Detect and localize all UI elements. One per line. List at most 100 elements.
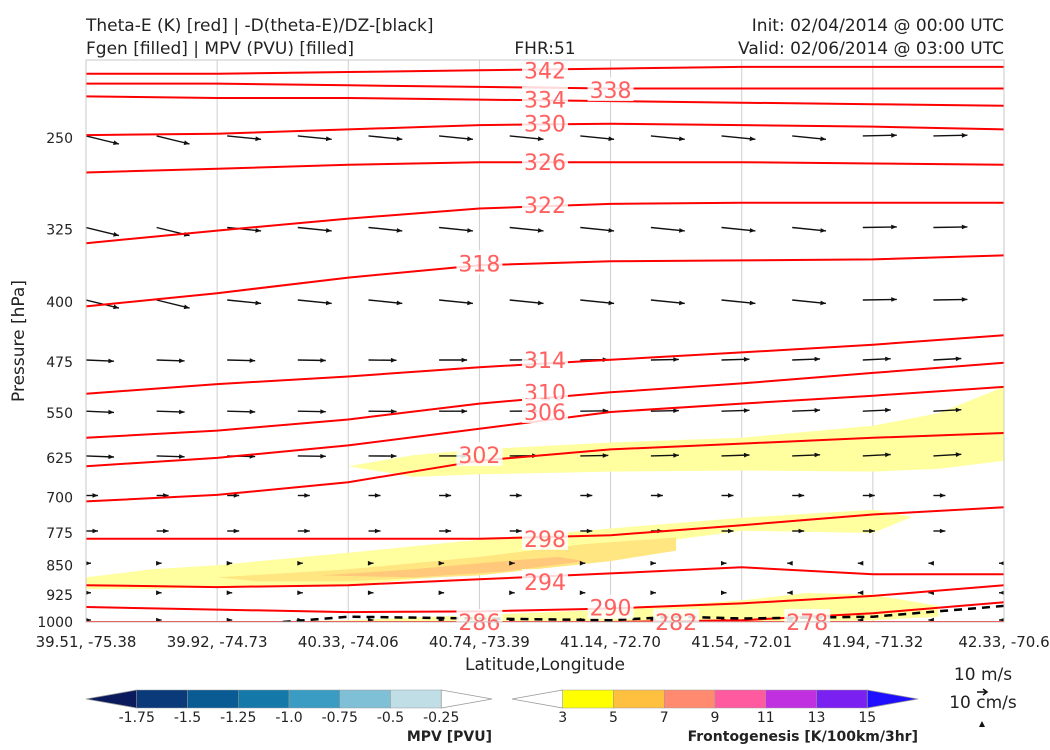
colorbar-cell — [339, 689, 391, 709]
wind-arrow — [857, 617, 864, 622]
svg-text:314: 314 — [524, 349, 566, 374]
colorbar-tick-label: 13 — [808, 710, 826, 726]
wind-arrow — [156, 617, 162, 622]
wind-arrow — [933, 452, 962, 457]
wind-arrow — [156, 135, 190, 145]
colorbar-cell — [613, 689, 665, 709]
theta-e-label: 294 — [522, 569, 568, 596]
wind-arrow — [368, 493, 381, 498]
svg-text:302: 302 — [458, 444, 500, 469]
mpv-colorbar-label: MPV [PVU] — [407, 729, 492, 745]
wind-arrow — [438, 560, 445, 566]
wind-arrow — [933, 133, 968, 138]
wind-arrow — [862, 224, 897, 230]
wind-arrow — [721, 452, 750, 458]
colorbar-tick-label: -0.25 — [423, 710, 459, 726]
x-tick-label: 41.94, -71.32 — [822, 633, 923, 651]
svg-text:322: 322 — [524, 194, 566, 219]
wind-arrow — [156, 409, 185, 415]
mpv-colorbar: -1.75 -1.5 -1.25 -1.0 -0.75 -0.5 -0.25 — [85, 689, 493, 726]
wind-arrow — [509, 590, 515, 596]
colorbar-tick-label: 15 — [858, 710, 876, 726]
wind-arrow — [297, 528, 310, 534]
wind-arrow — [928, 560, 934, 566]
wind-arrow — [439, 493, 452, 498]
header-init: Init: 02/04/2014 @ 00:00 UTC — [752, 16, 1004, 36]
theta-e-label-layer: 3423383343303263223183143103063022982942… — [456, 57, 831, 636]
wind-arrow — [227, 299, 262, 306]
header-fhr: FHR:51 — [514, 39, 575, 59]
wind-arrow — [86, 590, 91, 595]
wind-arrow — [721, 590, 727, 596]
header-left-line1: Theta-E (K) [red] | -D(theta-E)/DZ-[blac… — [85, 16, 434, 36]
wind-arrow — [509, 135, 544, 142]
wind-arrow — [933, 528, 946, 534]
wind-arrow — [933, 407, 962, 413]
wind-arrow — [650, 493, 663, 498]
wind-arrow — [862, 407, 891, 413]
wind-arrow — [857, 590, 864, 596]
wind-arrow — [933, 493, 946, 498]
wind-arrow — [227, 493, 240, 498]
wind-arrow — [933, 356, 962, 362]
x-tick-label: 41.54, -72.01 — [691, 633, 792, 651]
colorbar-tick-label: -1.0 — [275, 710, 302, 726]
colorbar-tick-label: 3 — [558, 710, 567, 726]
wind-arrow — [580, 493, 593, 498]
colorbar-tick-label: 5 — [609, 710, 618, 726]
colorbar-tick-label: 9 — [711, 710, 720, 726]
wind-arrow — [227, 226, 262, 233]
wind-arrow — [792, 356, 821, 362]
wind-arrow — [86, 135, 120, 145]
wind-arrow — [579, 560, 586, 566]
wind-arrow — [86, 528, 98, 534]
wind-arrow — [227, 528, 240, 534]
wind-arrow — [368, 135, 403, 142]
svg-text:294: 294 — [524, 571, 566, 596]
wind-arrow — [156, 358, 185, 364]
wind-arrow — [227, 358, 256, 363]
theta-e-label: 338 — [587, 77, 634, 104]
wind-key-arrow-vertical — [979, 721, 985, 727]
wind-arrow — [438, 590, 445, 596]
colorbar-cell — [238, 689, 290, 709]
wind-arrow — [509, 560, 515, 566]
colorbar-cell — [288, 689, 340, 709]
svg-text:342: 342 — [524, 59, 566, 84]
wind-arrow — [862, 356, 891, 362]
theta-e-label: 302 — [456, 442, 503, 469]
wind-arrow — [721, 560, 727, 566]
wind-arrow — [509, 299, 544, 306]
wind-arrow — [297, 453, 326, 459]
theta-e-label: 278 — [784, 609, 831, 636]
wind-arrow — [792, 408, 821, 413]
wind-arrow — [1004, 493, 1016, 498]
wind-arrow — [156, 454, 185, 459]
wind-arrow — [999, 617, 1004, 622]
wind-arrow — [156, 560, 162, 566]
colorbar-cell — [664, 689, 716, 709]
wind-arrow — [1003, 455, 1004, 456]
svg-text:278: 278 — [786, 611, 828, 636]
wind-arrow — [509, 528, 522, 534]
wind-key-arrow-horizontal — [977, 688, 989, 696]
y-tick-label: 625 — [46, 451, 73, 467]
wind-arrow — [86, 454, 115, 460]
wind-arrow — [721, 528, 734, 534]
y-tick-label: 850 — [46, 558, 73, 574]
wind-arrow — [227, 409, 256, 415]
y-tick-label: 550 — [46, 406, 73, 422]
theta-e-label: 286 — [456, 609, 503, 636]
theta-e-contour — [86, 432, 1004, 503]
fgen-colorbar: 3 5 7 9 11 13 15 — [511, 689, 919, 726]
theta-e-label: 314 — [522, 346, 568, 374]
wind-arrow — [368, 528, 381, 534]
theta-e-contour — [86, 601, 1004, 622]
theta-e-label: 306 — [522, 398, 568, 426]
y-axis-label: Pressure [hPa] — [9, 280, 29, 402]
wind-arrow — [297, 226, 332, 233]
svg-text:326: 326 — [524, 151, 566, 176]
y-tick-labels: 250 325 400 475 550 625 700 775 850 925 1000 — [37, 131, 73, 631]
fgen-fill-region — [348, 386, 1004, 477]
